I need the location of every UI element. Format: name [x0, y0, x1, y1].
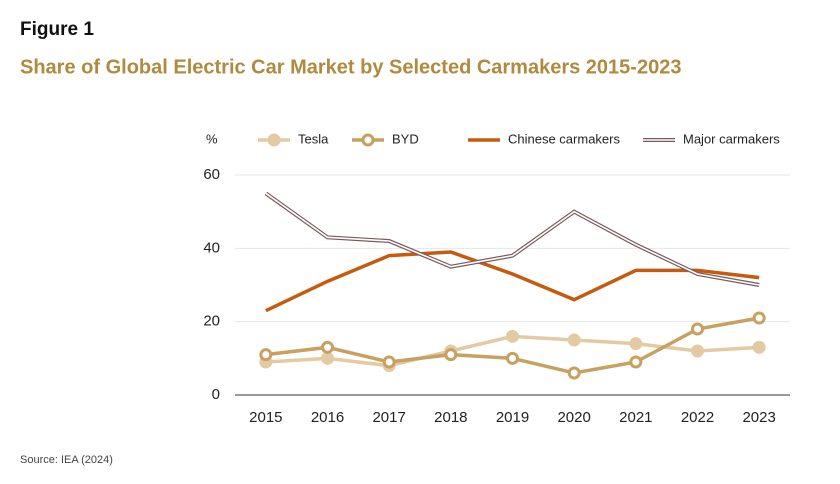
marker [691, 322, 704, 336]
marker [629, 337, 643, 351]
marker [567, 333, 581, 347]
marker [752, 311, 766, 325]
y-tick-label: 0 [212, 386, 220, 403]
marker [752, 340, 766, 354]
y-tick-label: 40 [203, 239, 220, 256]
marker [629, 355, 643, 369]
chart-title: Share of Global Electric Car Market by S… [20, 56, 681, 78]
marker [321, 340, 334, 354]
legend-label: Tesla [298, 131, 329, 146]
legend-label: Major carmakers [683, 131, 780, 146]
marker [506, 351, 519, 365]
marker [382, 355, 396, 369]
marker [444, 348, 458, 362]
line [265, 250, 760, 313]
marker [691, 344, 704, 358]
figure-label: Figure 1 [20, 19, 94, 40]
source: Source: IEA (2024) [20, 454, 113, 466]
marker [506, 329, 519, 343]
x-tick-label: 2020 [557, 409, 590, 426]
x-tick-label: 2021 [619, 409, 652, 426]
marker [567, 366, 581, 380]
x-tick-label: 2015 [249, 409, 282, 426]
y-axis-label: % [206, 131, 218, 146]
x-tick-label: 2022 [681, 409, 714, 426]
x-tick-label: 2016 [311, 409, 344, 426]
y-tick-label: 20 [203, 313, 220, 330]
marker [259, 348, 273, 362]
x-tick-label: 2017 [372, 409, 405, 426]
y-tick-label: 60 [203, 166, 220, 183]
legend-label: BYD [392, 131, 419, 146]
x-tick-label: 2018 [434, 409, 467, 426]
legend-marker [361, 133, 375, 147]
marker [321, 351, 334, 365]
legend-label: Chinese carmakers [508, 131, 620, 146]
x-tick-label: 2019 [496, 409, 529, 426]
legend-marker [267, 133, 281, 147]
x-tick-label: 2023 [742, 409, 775, 426]
line-inner [265, 192, 760, 286]
